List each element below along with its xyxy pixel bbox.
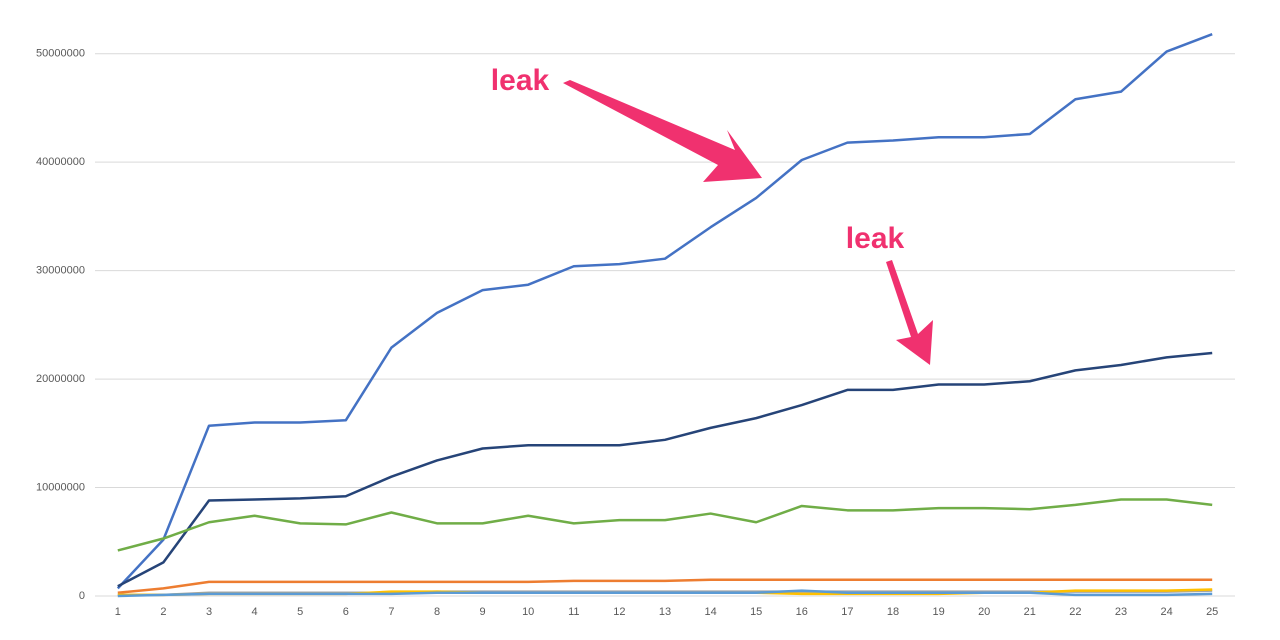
x-tick-label: 7 bbox=[388, 606, 394, 618]
y-tick-label: 30000000 bbox=[36, 265, 85, 277]
annotation: leak bbox=[846, 222, 905, 255]
x-tick-label: 5 bbox=[297, 606, 303, 618]
x-tick-label: 4 bbox=[252, 606, 258, 618]
y-tick-label: 0 bbox=[79, 590, 85, 602]
x-tick-label: 18 bbox=[887, 606, 899, 618]
x-tick-label: 8 bbox=[434, 606, 440, 618]
x-tick-label: 3 bbox=[206, 606, 212, 618]
series-line bbox=[117, 578, 1213, 594]
y-tick-label: 50000000 bbox=[36, 48, 85, 60]
arrow bbox=[563, 80, 762, 182]
annotation: leak bbox=[491, 64, 550, 97]
x-tick-label: 20 bbox=[978, 606, 990, 618]
x-tick-label: 15 bbox=[750, 606, 762, 618]
y-tick-label: 20000000 bbox=[36, 373, 85, 385]
y-tick-label: 10000000 bbox=[36, 481, 85, 493]
x-tick-label: 22 bbox=[1069, 606, 1081, 618]
x-tick-label: 19 bbox=[932, 606, 944, 618]
x-tick-label: 16 bbox=[796, 606, 808, 618]
x-tick-label: 23 bbox=[1115, 606, 1127, 618]
series-line bbox=[117, 351, 1213, 588]
series-line bbox=[117, 589, 1213, 598]
x-tick-label: 11 bbox=[568, 606, 579, 618]
x-tick-label: 14 bbox=[704, 606, 716, 618]
x-tick-label: 17 bbox=[841, 606, 853, 618]
series-line bbox=[116, 33, 1213, 590]
arrow bbox=[886, 260, 933, 365]
x-tick-label: 24 bbox=[1160, 606, 1172, 618]
x-tick-label: 12 bbox=[613, 606, 625, 618]
x-tick-label: 2 bbox=[160, 606, 166, 618]
series-line bbox=[117, 498, 1213, 552]
x-tick-label: 25 bbox=[1206, 606, 1218, 618]
y-tick-label: 40000000 bbox=[36, 156, 85, 168]
x-tick-label: 9 bbox=[480, 606, 486, 618]
x-tick-label: 6 bbox=[343, 606, 349, 618]
plot-area: 0 10000000 20000000 30000000 40000000 5000000… bbox=[36, 33, 1235, 618]
x-tick-label: 1 bbox=[115, 606, 121, 618]
x-tick-label: 10 bbox=[522, 606, 534, 618]
x-tick-label: 21 bbox=[1024, 606, 1036, 618]
x-tick-label: 13 bbox=[659, 606, 671, 618]
